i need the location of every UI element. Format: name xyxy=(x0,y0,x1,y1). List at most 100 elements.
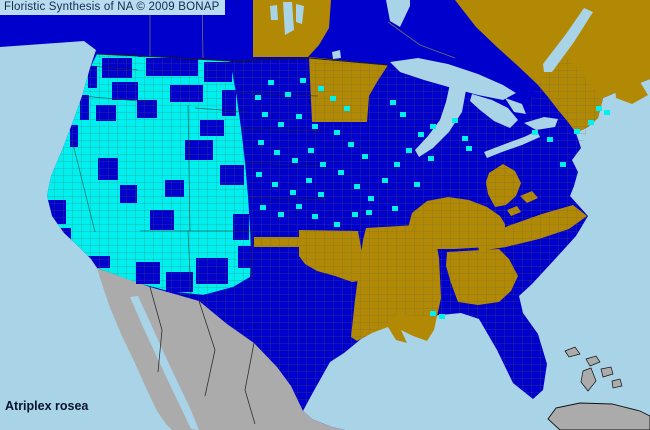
county-present-marker xyxy=(318,192,324,197)
mexico-border-line xyxy=(149,286,163,373)
county-present-marker xyxy=(418,132,424,137)
county-present-marker xyxy=(296,204,302,209)
county-present-marker xyxy=(362,154,368,159)
region-cuba xyxy=(547,402,650,430)
region-nova-scotia xyxy=(615,82,648,104)
state-border-line xyxy=(90,65,139,71)
county-present-marker xyxy=(296,114,302,119)
lake-winnipeg xyxy=(283,2,294,35)
bahamas-islands xyxy=(564,346,623,392)
lake-michigan xyxy=(415,84,466,157)
bahamas-island xyxy=(580,367,597,392)
county-present-marker xyxy=(338,170,344,175)
state-border-line xyxy=(187,230,192,296)
county-present-marker xyxy=(430,124,436,129)
county-present-marker xyxy=(532,130,538,135)
gulf-of-california xyxy=(130,296,199,430)
county-present-marker xyxy=(256,172,262,177)
county-present-marker xyxy=(390,100,396,105)
county-present-marker xyxy=(392,206,398,211)
county-present-marker xyxy=(344,106,350,111)
lake-manitoba xyxy=(270,5,278,20)
county-present-marker xyxy=(439,314,445,319)
lake-of-the-woods xyxy=(332,50,341,59)
county-present-marker xyxy=(320,162,326,167)
county-present-marker xyxy=(354,184,360,189)
county-present-marker xyxy=(414,182,420,187)
pacific-ocean xyxy=(0,41,172,430)
county-present-marker xyxy=(312,214,318,219)
lake-erie xyxy=(484,131,540,158)
county-present-marker xyxy=(574,129,580,134)
us-canada-border xyxy=(96,53,389,66)
bahamas-island xyxy=(611,378,623,389)
county-present-marker xyxy=(430,311,436,316)
county-present-marker xyxy=(462,136,468,141)
county-present-marker xyxy=(400,112,406,117)
map-title: Floristic Synthesis of NA © 2009 BONAP xyxy=(0,0,225,15)
state-borders xyxy=(71,65,327,296)
county-present-marker xyxy=(262,112,268,117)
county-present-marker xyxy=(272,182,278,187)
vancouver-island xyxy=(97,34,157,57)
mexico-state-borders xyxy=(149,286,256,425)
county-present-marker xyxy=(352,212,358,217)
county-present-marker xyxy=(290,190,296,195)
county-present-marker xyxy=(255,95,261,100)
state-border-line xyxy=(248,196,327,201)
county-present-marker xyxy=(330,96,336,101)
province-border-line xyxy=(387,21,456,59)
county-present-marker xyxy=(547,137,553,142)
county-present-marker xyxy=(300,78,306,83)
county-present-marker xyxy=(596,106,602,111)
lake-huron xyxy=(470,94,518,128)
county-present-marker xyxy=(348,142,354,147)
county-present-marker xyxy=(382,178,388,183)
lake-ontario xyxy=(524,117,558,130)
st-lawrence-river xyxy=(543,8,593,72)
state-border-line xyxy=(240,128,323,132)
state-border-line xyxy=(81,95,151,103)
county-present-marker xyxy=(260,205,266,210)
county-present-marker xyxy=(278,212,284,217)
county-present-marker xyxy=(292,158,298,163)
mexico-border-line xyxy=(198,300,216,397)
georgian-bay xyxy=(505,98,526,114)
state-border-line xyxy=(245,162,325,167)
county-present-marker xyxy=(466,146,472,151)
county-present-marker xyxy=(285,92,291,97)
state-border-line xyxy=(235,92,319,97)
state-border-line xyxy=(187,104,191,232)
county-present-marker xyxy=(258,140,264,145)
county-present-marker xyxy=(334,130,340,135)
taxon-name: Atriplex rosea xyxy=(5,399,89,413)
county-present-marker xyxy=(452,118,458,123)
county-present-marker xyxy=(312,124,318,129)
county-present-marker xyxy=(308,148,314,153)
bahamas-island xyxy=(600,366,614,378)
county-present-marker xyxy=(394,162,400,167)
county-present-marker xyxy=(368,196,374,201)
county-present-marker xyxy=(318,86,324,91)
lake-superior xyxy=(390,58,516,100)
county-present-marker xyxy=(604,110,610,115)
county-present-marker xyxy=(274,150,280,155)
mexico-border-line xyxy=(244,342,256,425)
county-present-marker xyxy=(366,210,372,215)
state-border-line xyxy=(71,139,96,233)
county-present-markers xyxy=(255,78,610,319)
lake-winnipegosis xyxy=(296,4,304,24)
county-present-marker xyxy=(334,222,340,227)
county-present-marker xyxy=(428,156,434,161)
state-border-line xyxy=(194,107,249,113)
county-present-marker xyxy=(306,178,312,183)
county-present-marker xyxy=(588,120,594,125)
county-present-marker xyxy=(268,80,274,85)
county-present-marker xyxy=(406,148,412,153)
bahamas-island xyxy=(564,346,581,358)
bahamas-island xyxy=(585,355,601,367)
county-present-marker xyxy=(278,122,284,127)
county-present-marker xyxy=(560,162,566,167)
